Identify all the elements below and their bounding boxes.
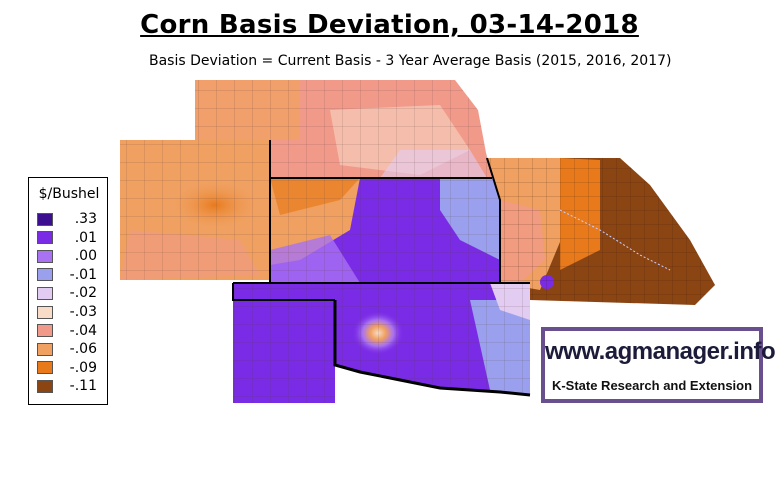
legend-swatch	[37, 379, 53, 393]
legend-swatch	[37, 268, 53, 282]
legend-swatch	[37, 249, 53, 263]
oklahoma-region	[233, 283, 530, 403]
map-subtitle: Basis Deviation = Current Basis - 3 Year…	[149, 53, 672, 69]
map-title: Corn Basis Deviation, 03-14-2018	[140, 10, 639, 40]
legend-label: -.11	[69, 378, 97, 395]
legend-swatch	[37, 231, 53, 245]
legend-item: -.11	[37, 378, 97, 395]
legend-title: $/Bushel	[38, 186, 100, 202]
legend-item: .00	[37, 248, 97, 265]
legend-item: -.03	[37, 304, 97, 320]
legend-item: -.06	[37, 341, 97, 358]
legend-item: -.09	[37, 359, 97, 376]
legend-swatch	[37, 305, 53, 319]
legend-item: .33	[37, 211, 97, 227]
missouri-region	[487, 158, 715, 305]
legend-swatch	[37, 342, 53, 356]
legend-label: -.06	[69, 341, 97, 358]
legend-label: -.02	[69, 285, 97, 302]
legend-item: -.01	[37, 266, 97, 283]
kansas-region	[270, 178, 500, 283]
river-line	[559, 209, 671, 271]
legend-item: -.02	[37, 285, 97, 302]
legend-label: -.03	[69, 304, 97, 320]
logo-org-text: K-State Research and Extension	[551, 378, 753, 393]
legend-swatch	[37, 286, 53, 300]
legend-label: .00	[74, 248, 97, 265]
legend-label: -.04	[69, 322, 97, 339]
legend-item: .01	[37, 229, 97, 246]
colorado-region	[120, 140, 270, 280]
legend-swatch	[37, 361, 53, 375]
legend-label: .01	[74, 229, 97, 246]
legend-item: -.04	[37, 322, 97, 339]
legend-label: -.01	[69, 266, 97, 283]
legend: $/Bushel .33.01.00 -.01 -.02 -.03 -.04 -.06 -.…	[28, 177, 108, 405]
logo-url-text: www.agmanager.info	[545, 338, 776, 365]
agmanager-logo: www.agmanager.info K-State Research and …	[541, 327, 776, 403]
legend-label: .33	[74, 211, 97, 227]
nebraska-region	[195, 80, 492, 178]
legend-swatch	[37, 212, 53, 226]
legend-label: -.09	[69, 359, 97, 376]
legend-swatch	[37, 324, 53, 338]
state-borders	[232, 140, 531, 397]
